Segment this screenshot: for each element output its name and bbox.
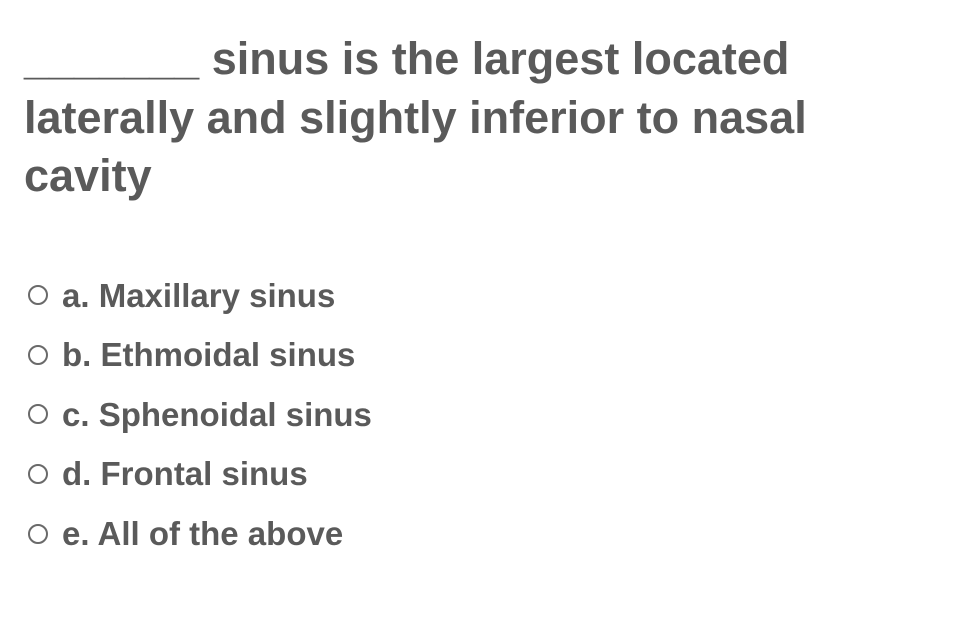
option-text: Ethmoidal sinus [101,336,356,373]
radio-icon[interactable] [28,464,48,484]
radio-icon[interactable] [28,345,48,365]
option-label: a. Maxillary sinus [62,276,335,316]
option-label: e. All of the above [62,514,343,554]
option-text: All of the above [97,515,343,552]
option-label: c. Sphenoidal sinus [62,395,372,435]
radio-icon[interactable] [28,285,48,305]
options-list: a. Maxillary sinus b. Ethmoidal sinus c.… [24,276,932,554]
option-letter: b. [62,336,91,373]
option-label: d. Frontal sinus [62,454,308,494]
question-text: _______ sinus is the largest located lat… [24,30,932,206]
radio-icon[interactable] [28,404,48,424]
option-b[interactable]: b. Ethmoidal sinus [28,335,932,375]
option-letter: d. [62,455,91,492]
option-text: Maxillary sinus [99,277,336,314]
option-letter: e. [62,515,90,552]
option-e[interactable]: e. All of the above [28,514,932,554]
option-letter: a. [62,277,90,314]
option-c[interactable]: c. Sphenoidal sinus [28,395,932,435]
option-a[interactable]: a. Maxillary sinus [28,276,932,316]
radio-icon[interactable] [28,524,48,544]
option-text: Frontal sinus [101,455,308,492]
option-label: b. Ethmoidal sinus [62,335,355,375]
option-letter: c. [62,396,90,433]
option-d[interactable]: d. Frontal sinus [28,454,932,494]
option-text: Sphenoidal sinus [99,396,372,433]
